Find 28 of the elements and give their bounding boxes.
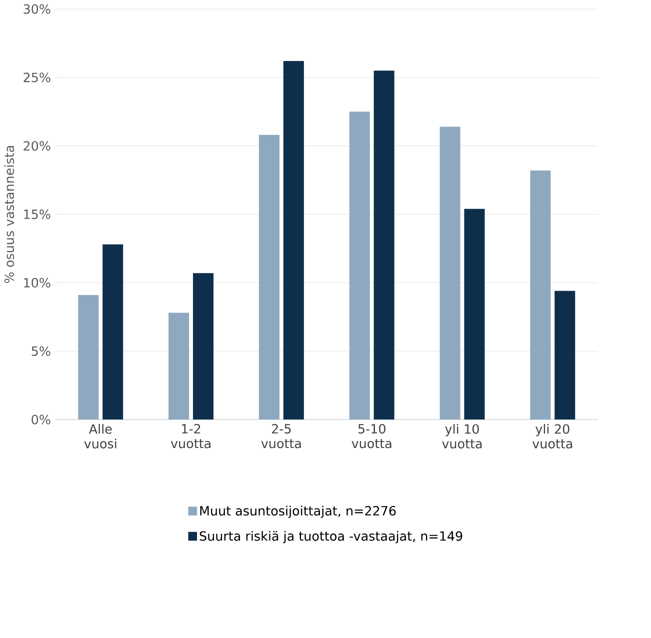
- bar: [464, 208, 485, 420]
- bar: [554, 290, 576, 420]
- legend-label: Suurta riskiä ja tuottoa -vastaajat, n=149: [200, 530, 462, 544]
- y-tick-label: 30%: [24, 4, 50, 14]
- y-axis-title: % osuus vastanneista: [4, 146, 14, 283]
- bar: [192, 272, 214, 420]
- bar: [374, 70, 394, 420]
- x-tick-label: Alle vuosi: [84, 424, 116, 448]
- bar: [349, 111, 370, 420]
- bar: [440, 126, 460, 420]
- x-tick-label: 1-2 vuotta: [170, 424, 210, 448]
- bar: [283, 60, 304, 420]
- bar: [168, 312, 190, 420]
- x-tick-label: yli 10 vuotta: [442, 424, 482, 448]
- bar: [102, 244, 124, 420]
- bar: [78, 294, 99, 420]
- legend-label: Muut asuntosijoittajat, n=2276: [200, 506, 396, 518]
- x-tick-label: 2-5 vuotta: [261, 424, 301, 448]
- y-tick-label: 15%: [24, 209, 50, 219]
- y-tick-label: 5%: [32, 346, 50, 356]
- x-tick-label: 5-10 vuotta: [352, 424, 392, 448]
- bar: [530, 170, 551, 420]
- y-tick-label: 25%: [24, 72, 50, 82]
- bar: [258, 134, 280, 420]
- y-tick-label: 20%: [24, 140, 50, 150]
- y-tick-label: 0%: [32, 414, 50, 424]
- y-tick-label: 10%: [24, 278, 50, 288]
- x-tick-label: yli 20 vuotta: [532, 424, 572, 448]
